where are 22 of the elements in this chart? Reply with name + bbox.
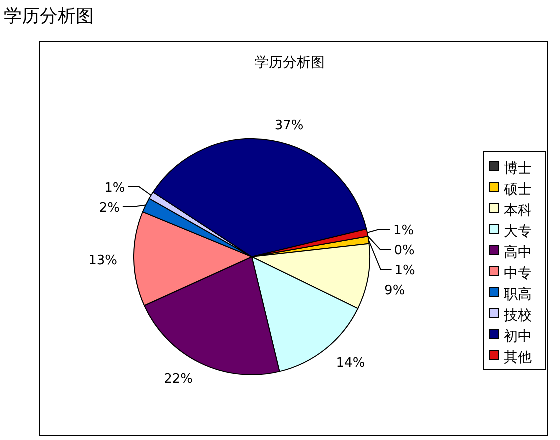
legend-label: 本科 xyxy=(504,203,532,219)
data-label: 13% xyxy=(88,253,118,268)
data-label: 14% xyxy=(336,356,366,371)
legend-label: 职高 xyxy=(504,287,532,303)
legend-label: 硕士 xyxy=(503,182,532,198)
text: 学历分析图 xyxy=(4,6,94,27)
data-label: 1% xyxy=(394,263,416,278)
legend-label: 技校 xyxy=(503,308,532,324)
legend-label: 大专 xyxy=(504,224,532,240)
data-label: 2% xyxy=(99,200,120,216)
legend-label: 高中 xyxy=(504,245,532,261)
legend-label: 博士 xyxy=(504,161,532,177)
chart-title: 学历分析图 xyxy=(255,55,325,71)
data-label: 1% xyxy=(394,223,414,238)
legend-label: 初中 xyxy=(504,329,532,345)
data-label: 1% xyxy=(104,180,126,196)
data-label: 22% xyxy=(164,372,194,387)
text: 0% xyxy=(394,243,415,258)
legend-label: 中专 xyxy=(504,266,532,282)
data-label: 9% xyxy=(384,283,406,298)
legend-label: 其他 xyxy=(504,350,532,366)
data-label: 37% xyxy=(274,118,304,134)
